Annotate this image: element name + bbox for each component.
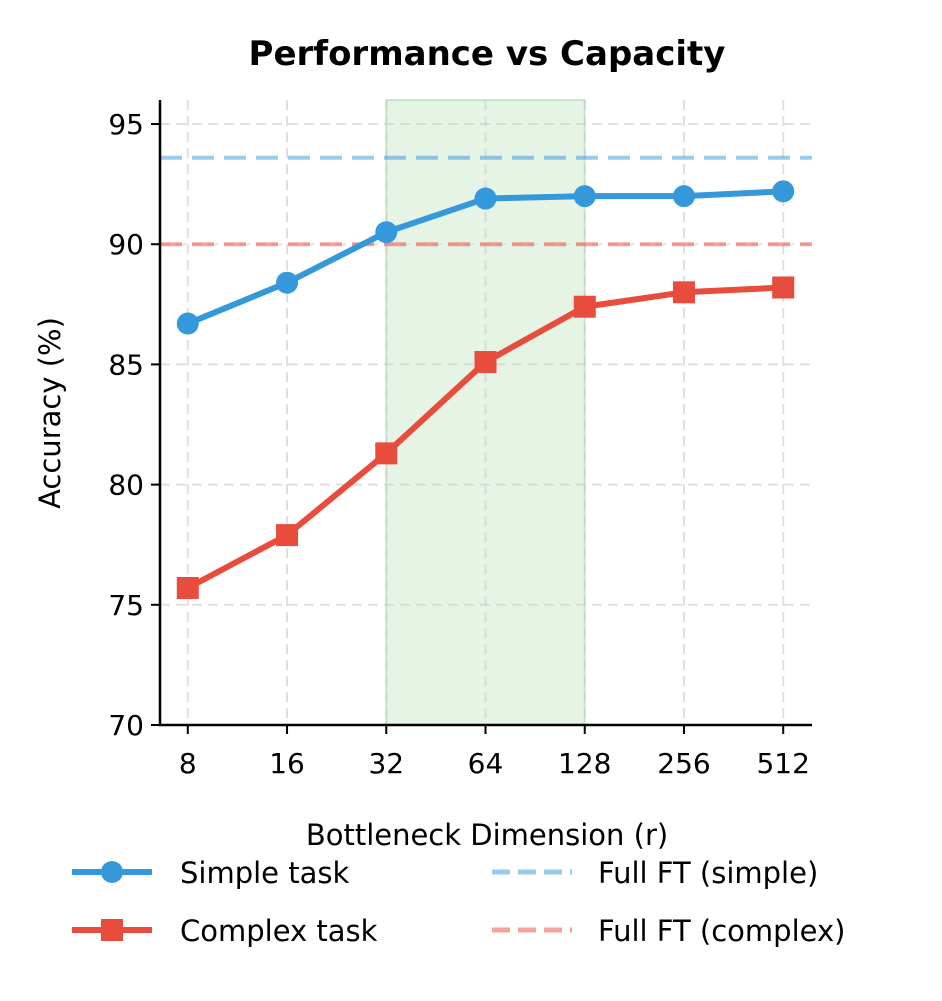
legend-label: Full FT (simple) — [598, 856, 818, 890]
data-point — [672, 185, 695, 208]
x-axis-label: Bottleneck Dimension (r) — [306, 818, 668, 852]
legend-item-simple: Simple task — [72, 856, 349, 890]
data-point — [375, 221, 398, 244]
legend-label: Simple task — [180, 856, 349, 890]
legend-item-complex: Complex task — [72, 914, 378, 948]
x-tick-label: 256 — [657, 747, 710, 780]
legend-item-fullft-complex: Full FT (complex) — [492, 914, 845, 948]
legend-marker-square — [101, 919, 123, 941]
x-tick-label: 512 — [756, 747, 809, 780]
legend-marker-circle — [101, 861, 123, 883]
legend-label: Full FT (complex) — [598, 914, 845, 948]
x-tick-label: 64 — [468, 747, 504, 780]
chart-title: Performance vs Capacity — [249, 34, 726, 74]
data-point — [772, 180, 795, 203]
x-tick-label: 32 — [368, 747, 404, 780]
data-point — [276, 271, 299, 294]
y-tick-label: 85 — [108, 348, 144, 381]
y-tick-label: 75 — [108, 589, 144, 622]
legend-item-fullft-simple: Full FT (simple) — [492, 856, 818, 890]
x-tick-label: 16 — [269, 747, 305, 780]
y-tick-label: 80 — [108, 469, 144, 502]
data-point — [375, 442, 398, 465]
y-tick-label: 90 — [108, 228, 144, 261]
data-point — [474, 187, 497, 210]
data-point — [474, 351, 497, 374]
y-tick-label: 70 — [108, 709, 144, 742]
data-point — [772, 276, 795, 299]
plot-area: 8 16 32 64 128 256 512 70 75 80 85 90 95 — [108, 99, 812, 780]
x-tick-label: 128 — [558, 747, 611, 780]
y-tick-label: 95 — [108, 108, 144, 141]
y-axis-label: Accuracy (%) — [33, 317, 67, 509]
data-point — [176, 576, 199, 599]
data-point — [276, 524, 299, 547]
x-tick-label: 8 — [179, 747, 197, 780]
data-point — [672, 281, 695, 304]
data-point — [573, 185, 596, 208]
legend: Simple task Complex task Full FT (simple… — [72, 856, 845, 948]
legend-label: Complex task — [180, 914, 378, 948]
data-point — [573, 295, 596, 318]
data-point — [176, 312, 199, 335]
